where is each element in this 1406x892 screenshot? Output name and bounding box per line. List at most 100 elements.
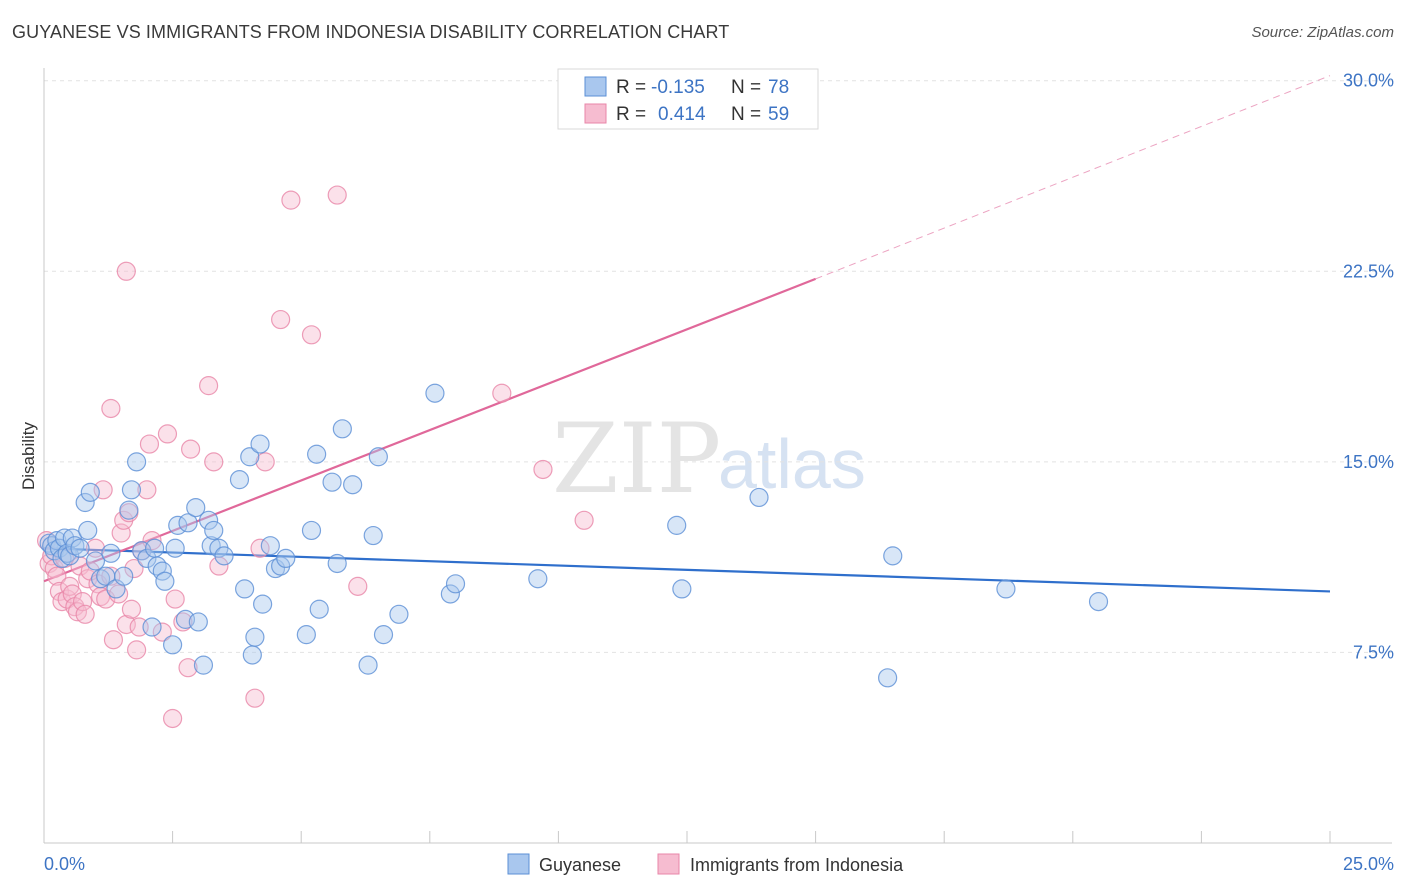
y-tick-label: 22.5% <box>1343 261 1394 281</box>
guyanese-point <box>188 612 208 632</box>
indonesia-point <box>96 589 116 609</box>
x-tick-labels: 0.0% 25.0% <box>44 854 1394 874</box>
guyanese-point <box>47 531 67 551</box>
guyanese-point <box>265 558 286 579</box>
guyanese-point <box>147 556 167 576</box>
bottom-legend: Guyanese Immigrants from Indonesia <box>507 853 904 875</box>
guyanese-point <box>667 515 687 535</box>
guyanese-point <box>101 543 121 563</box>
x-tick-label: 25.0% <box>1343 854 1394 874</box>
indonesia-point <box>165 589 185 609</box>
y-tick-label: 15.0% <box>1343 452 1394 472</box>
indonesia-point <box>178 658 198 678</box>
legend-r-label: R = <box>616 77 646 98</box>
gridlines <box>44 80 1392 653</box>
indonesia-point <box>124 558 144 579</box>
guyanese-point <box>193 655 214 675</box>
guyanese-point <box>114 566 134 586</box>
y-axis-label: Disability <box>19 421 38 490</box>
guyanese-point <box>240 447 260 467</box>
legend-r-value: -0.135 <box>651 77 705 98</box>
bottom-legend-label-guyanese: Guyanese <box>539 855 621 875</box>
legend-box: R = -0.135 N = 78 R = 0.414 N = 59 <box>557 68 819 130</box>
watermark-atlas: atlas <box>718 425 866 503</box>
y-tick-label: 30.0% <box>1343 71 1394 91</box>
guyanese-point <box>672 579 692 599</box>
guyanese-point <box>65 536 85 556</box>
guyanese-point <box>343 475 363 495</box>
guyanese-point <box>85 551 106 571</box>
guyanese-point <box>749 487 769 508</box>
indonesia-point <box>181 439 201 459</box>
indonesia-point <box>574 510 594 530</box>
guyanese-point <box>883 546 903 566</box>
indonesia-point <box>75 604 95 624</box>
data-points <box>36 185 1109 729</box>
guyanese-point <box>327 553 347 574</box>
guyanese-point <box>90 569 111 589</box>
guyanese-point <box>440 584 460 604</box>
indonesia-point <box>301 325 322 345</box>
bottom-legend-swatch-indonesia <box>657 853 680 875</box>
indonesia-trend-extension <box>815 75 1331 280</box>
guyanese-point <box>144 538 165 558</box>
guyanese-point <box>363 525 383 546</box>
guyanese-point <box>199 510 219 530</box>
indonesia-point <box>116 261 136 281</box>
indonesia-point <box>108 584 129 604</box>
guyanese-point <box>276 548 296 569</box>
indonesia-point <box>60 576 80 596</box>
guyanese-point <box>260 536 280 556</box>
guyanese-point <box>80 482 100 502</box>
guyanese-point <box>528 569 548 589</box>
guyanese-point <box>368 447 388 467</box>
guyanese-point <box>70 538 90 558</box>
chart-title: GUYANESE VS IMMIGRANTS FROM INDONESIA DI… <box>12 22 730 42</box>
guyanese-point <box>445 574 466 594</box>
guyanese-point <box>54 528 75 548</box>
guyanese-point <box>142 617 162 637</box>
guyanese-point <box>163 635 183 655</box>
guyanese-trend-line <box>43 547 1331 593</box>
bottom-legend-label-indonesia: Immigrants from Indonesia <box>690 855 904 875</box>
guyanese-point <box>137 548 157 569</box>
indonesia-point <box>139 434 160 454</box>
y-tick-labels: 7.5% 15.0% 22.5% 30.0% <box>1343 71 1394 663</box>
indonesia-point <box>204 452 224 472</box>
indonesia-point <box>152 622 172 642</box>
guyanese-point <box>425 383 445 403</box>
indonesia-point <box>163 708 183 729</box>
guyanese-point <box>332 419 352 439</box>
guyanese-point <box>235 579 255 599</box>
indonesia-point <box>348 576 368 596</box>
guyanese-point <box>201 536 221 556</box>
indonesia-point <box>157 424 178 444</box>
legend-r-value: 0.414 <box>658 104 706 125</box>
guyanese-point <box>186 497 206 518</box>
indonesia-point <box>245 688 265 708</box>
indonesia-point <box>281 190 301 210</box>
guyanese-point <box>307 444 327 464</box>
indonesia-point <box>271 309 291 330</box>
guyanese-point <box>322 472 342 492</box>
guyanese-point <box>296 625 316 645</box>
indonesia-point <box>126 640 147 660</box>
indonesia-point <box>137 480 157 500</box>
x-tick-label: 0.0% <box>44 854 85 874</box>
legend-n-value: 78 <box>768 77 789 98</box>
indonesia-point <box>67 602 88 622</box>
guyanese-point <box>155 571 175 591</box>
guyanese-point <box>119 500 139 520</box>
guyanese-point <box>178 513 198 533</box>
indonesia-point <box>533 459 553 480</box>
guyanese-point <box>75 492 95 513</box>
legend-r-label: R = <box>616 104 646 125</box>
indonesia-point <box>173 612 193 632</box>
guyanese-point <box>57 543 77 563</box>
indonesia-trend-line <box>43 277 817 583</box>
watermark: ZIP atlas <box>552 403 866 515</box>
guyanese-point <box>253 594 273 614</box>
indonesia-point <box>101 398 121 419</box>
guyanese-point <box>373 625 394 645</box>
